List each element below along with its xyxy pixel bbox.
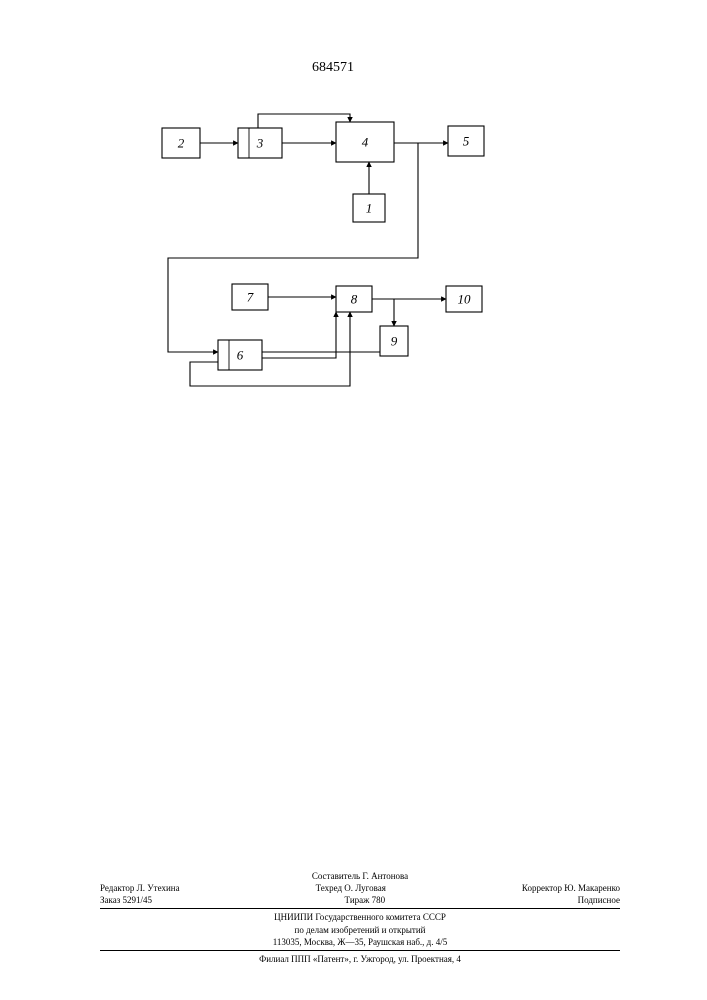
corrector: Корректор Ю. Макаренко	[522, 882, 620, 894]
editor: Редактор Л. Утехина	[100, 882, 180, 894]
subscription: Подписное	[578, 894, 620, 906]
addr2: Филиал ППП «Патент», г. Ужгород, ул. Про…	[100, 953, 620, 965]
block-label-10: 10	[458, 292, 472, 307]
block-label-9: 9	[391, 334, 398, 349]
addr1: 113035, Москва, Ж—35, Раушская наб., д. …	[100, 936, 620, 948]
footer: Составитель Г. Антонова Редактор Л. Утех…	[100, 870, 620, 965]
compiler-line: Составитель Г. Антонова	[100, 870, 620, 882]
block-label-7: 7	[247, 290, 254, 305]
block-label-6: 6	[237, 348, 244, 363]
block-label-5: 5	[463, 134, 470, 149]
order: Заказ 5291/45	[100, 894, 152, 906]
techred: Техред О. Луговая	[316, 882, 386, 894]
block-diagram: 1 2 3 4 5 6 7 8 9 10	[150, 108, 520, 408]
org2: по делам изобретений и открытий	[100, 924, 620, 936]
circulation: Тираж 780	[345, 894, 386, 906]
block-label-2: 2	[178, 136, 185, 151]
block-label-4: 4	[362, 135, 369, 150]
page-number: 684571	[312, 60, 354, 76]
block-label-3: 3	[256, 136, 264, 151]
block-label-8: 8	[351, 292, 358, 307]
block-label-1: 1	[366, 201, 373, 216]
org1: ЦНИИПИ Государственного комитета СССР	[100, 911, 620, 923]
